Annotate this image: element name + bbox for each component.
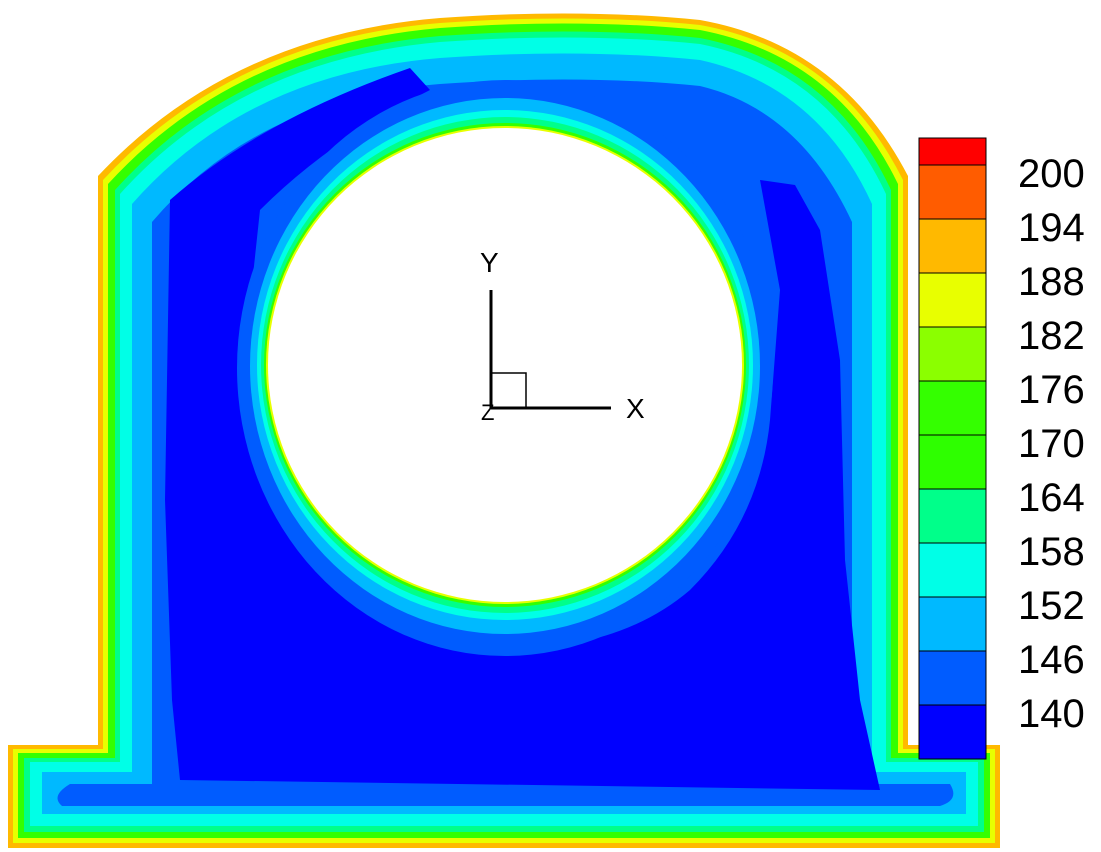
legend-tick-176: 176 <box>1018 368 1085 412</box>
legend-tick-158: 158 <box>1018 530 1085 574</box>
legend-tick-152: 152 <box>1018 584 1085 628</box>
legend-cell-170 <box>918 434 987 490</box>
color-legend: 200 194 188 182 176 170 164 158 152 146 140 <box>918 137 1085 760</box>
triad-x-label: X <box>626 393 645 424</box>
legend-cell-200 <box>918 164 987 220</box>
legend-tick-170: 170 <box>1018 422 1085 466</box>
triad-z-label: Z <box>481 400 494 425</box>
legend-cell-194 <box>918 218 987 274</box>
legend-cell-164 <box>918 488 987 544</box>
legend-cell-top <box>918 137 987 166</box>
hole <box>268 128 742 602</box>
legend-cell-140 <box>918 704 987 760</box>
legend-tick-188: 188 <box>1018 260 1085 304</box>
legend-tick-164: 164 <box>1018 476 1085 520</box>
core-band-blue <box>165 68 880 790</box>
triad-y-label: Y <box>480 247 499 278</box>
legend-tick-182: 182 <box>1018 314 1085 358</box>
legend-tick-194: 194 <box>1018 206 1085 250</box>
legend-tick-200: 200 <box>1018 152 1085 196</box>
legend-cell-146 <box>918 650 987 706</box>
axis-triad: Y X Z <box>480 247 645 425</box>
hole-rings <box>237 80 773 656</box>
legend-cell-182 <box>918 326 987 382</box>
legend-tick-146: 146 <box>1018 638 1085 682</box>
legend-cell-158 <box>918 542 987 598</box>
triad-origin-box <box>490 372 527 409</box>
legend-cell-152 <box>918 596 987 652</box>
legend-cell-188 <box>918 272 987 328</box>
legend-cell-176 <box>918 380 987 436</box>
legend-tick-140: 140 <box>1018 692 1085 736</box>
